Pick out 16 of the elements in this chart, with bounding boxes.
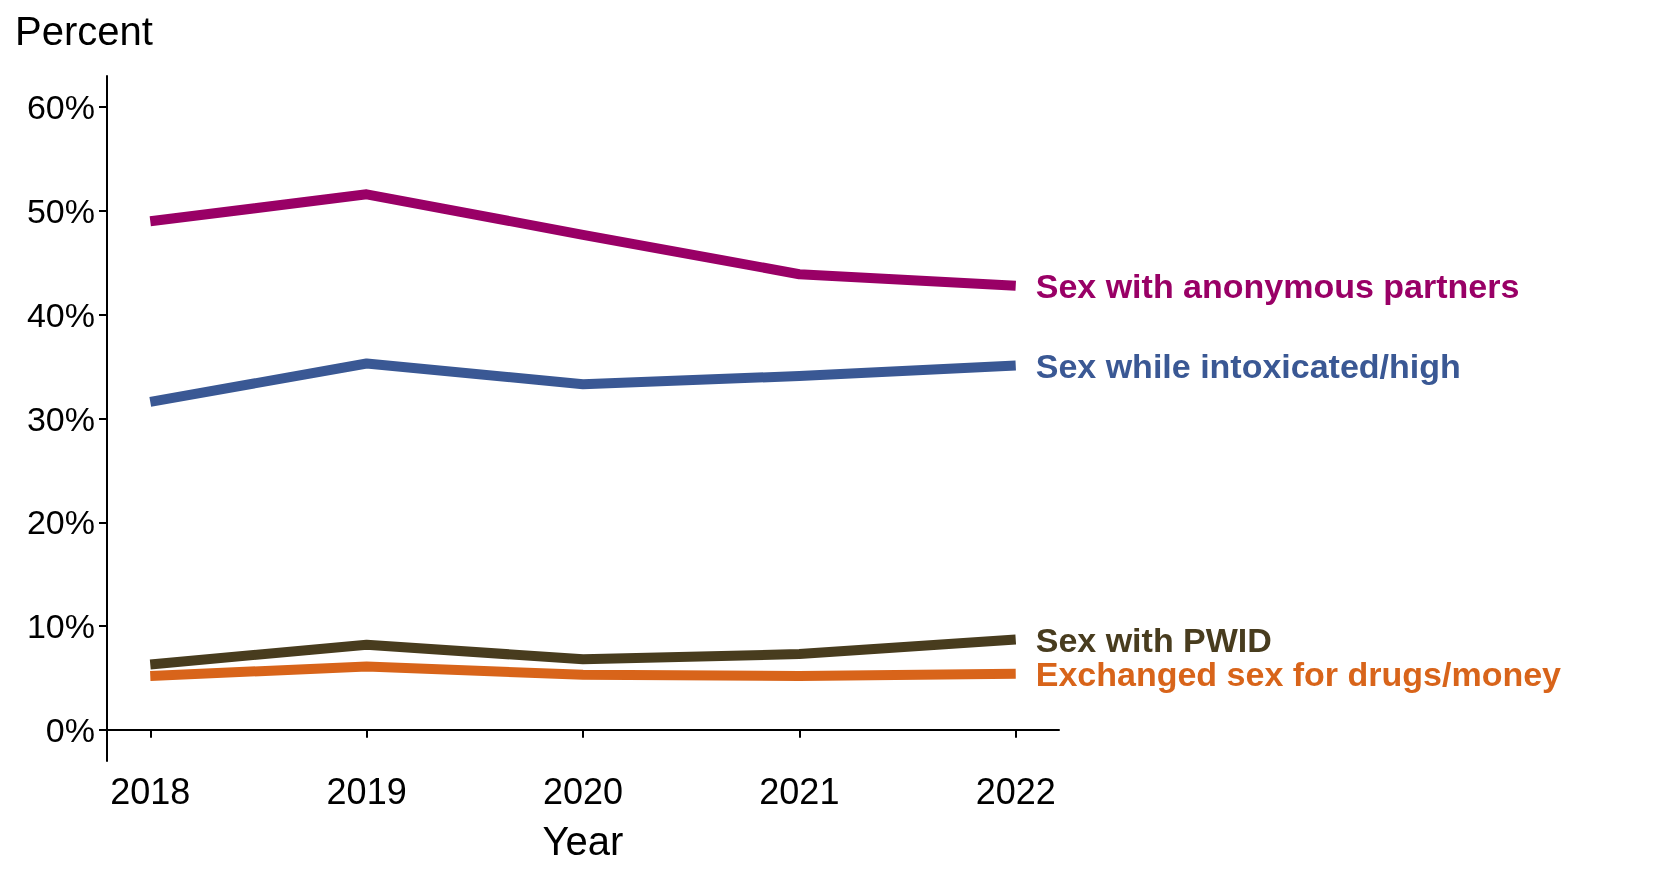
y-axis-title: Percent [15,9,153,53]
y-tick-label: 20% [26,503,95,542]
x-tick-label: 2020 [542,770,624,812]
x-tick-label: 2022 [975,770,1056,812]
y-tick-label: 0% [45,710,95,749]
y-tick-label: 40% [26,295,95,334]
x-tick-label: 2021 [759,770,840,812]
y-tick-label: 60% [26,88,95,127]
series-label: Sex while intoxicated/high [1035,346,1461,385]
y-tick-label: 30% [26,399,95,438]
series-label: Sex with anonymous partners [1035,266,1520,305]
y-tick-label: 10% [26,607,95,646]
x-tick-label: 2019 [326,770,407,812]
x-tick-label: 2018 [110,770,191,812]
x-axis-title: Year [542,819,624,863]
y-tick-label: 50% [26,191,95,230]
